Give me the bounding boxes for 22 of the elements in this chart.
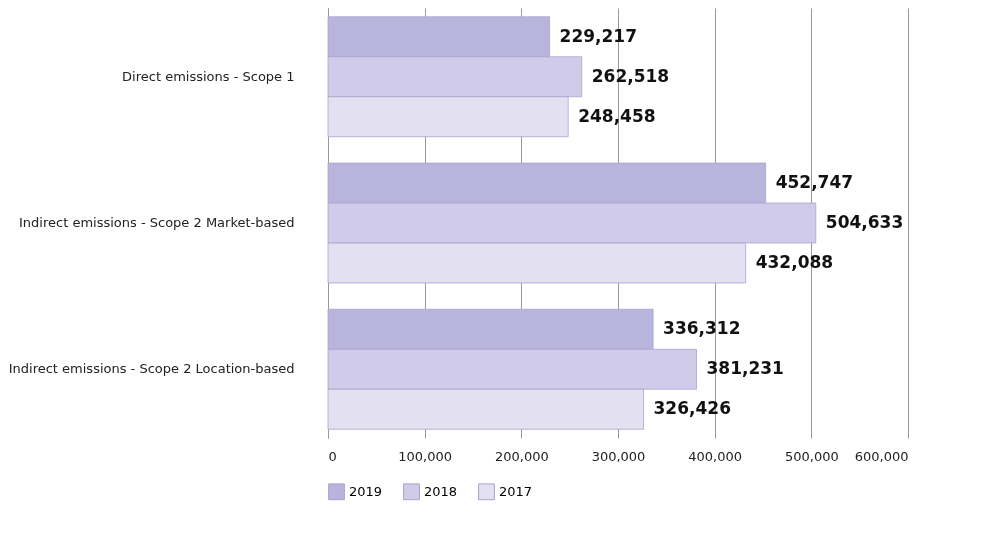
y-tick-label: Indirect emissions - Scope 2 Market-based (19, 215, 295, 230)
data-label: 432,088 (755, 251, 834, 272)
data-label: 326,426 (653, 398, 731, 419)
x-tick-label: 0 (328, 448, 337, 464)
data-label: 381,231 (706, 358, 784, 379)
data-label: 452,747 (775, 172, 854, 193)
x-tick-label: 300,000 (591, 448, 646, 464)
data-label: 262,518 (591, 65, 670, 86)
legend-label: 2017 (499, 483, 533, 499)
data-label: 229,217 (559, 25, 638, 46)
data-label: 504,633 (825, 212, 904, 232)
x-tick-label: 100,000 (398, 448, 453, 464)
x-tick-label: 600,000 (854, 448, 909, 464)
x-tick-label: 500,000 (784, 448, 839, 464)
legend-label: 2018 (424, 483, 458, 499)
data-label: 336,312 (663, 318, 741, 339)
data-label: 248,458 (578, 105, 656, 126)
legend-label: 2019 (349, 483, 383, 499)
y-tick-label: Indirect emissions - Scope 2 Location-based (8, 361, 295, 377)
x-tick-label: 400,000 (688, 448, 743, 464)
x-tick-label: 200,000 (494, 448, 549, 464)
y-tick-label: Direct emissions - Scope 1 (122, 68, 295, 84)
